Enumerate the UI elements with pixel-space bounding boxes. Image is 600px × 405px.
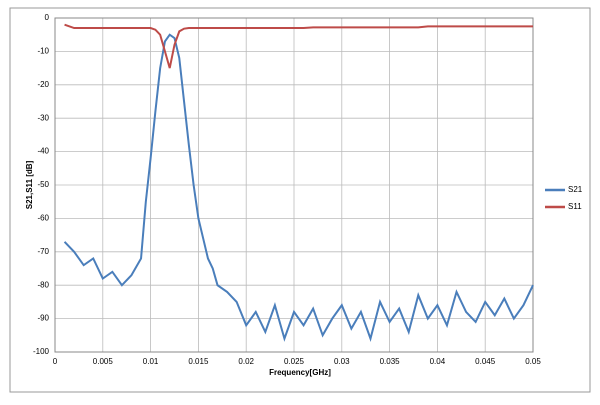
y-tick-label: 0: [45, 13, 50, 22]
x-tick-label: 0.025: [284, 357, 305, 366]
x-tick-label: 0.005: [93, 357, 114, 366]
chart-border: [9, 7, 591, 393]
y-tick-label: -90: [37, 314, 49, 323]
y-tick-label: -80: [37, 280, 49, 289]
y-tick-label: -20: [37, 80, 49, 89]
x-tick-label: 0.03: [334, 357, 350, 366]
x-tick-label: 0.04: [430, 357, 446, 366]
legend-label: S11: [568, 202, 582, 211]
plot-frame: [54, 17, 534, 353]
x-axis-title: Frequency[GHz]: [269, 368, 331, 377]
y-tick-label: -70: [37, 247, 49, 256]
y-tick-label: -100: [33, 347, 50, 356]
y-tick-label: -30: [37, 113, 49, 122]
y-axis-title: S21,S11 [dB]: [25, 160, 34, 209]
x-tick-label: 0: [53, 357, 58, 366]
legend-label: S21: [568, 185, 583, 194]
x-tick-label: 0.015: [188, 357, 209, 366]
x-tick-label: 0.045: [475, 357, 496, 366]
x-tick-label: 0.02: [238, 357, 254, 366]
x-tick-label: 0.05: [525, 357, 541, 366]
y-tick-label: -60: [37, 214, 49, 223]
y-tick-label: -10: [37, 47, 49, 56]
series-line: [64, 23, 533, 69]
x-tick-label: 0.035: [380, 357, 401, 366]
y-tick-label: -50: [37, 180, 49, 189]
y-tick-label: -40: [37, 147, 49, 156]
series-line: [63, 33, 534, 343]
x-tick-label: 0.01: [143, 357, 159, 366]
